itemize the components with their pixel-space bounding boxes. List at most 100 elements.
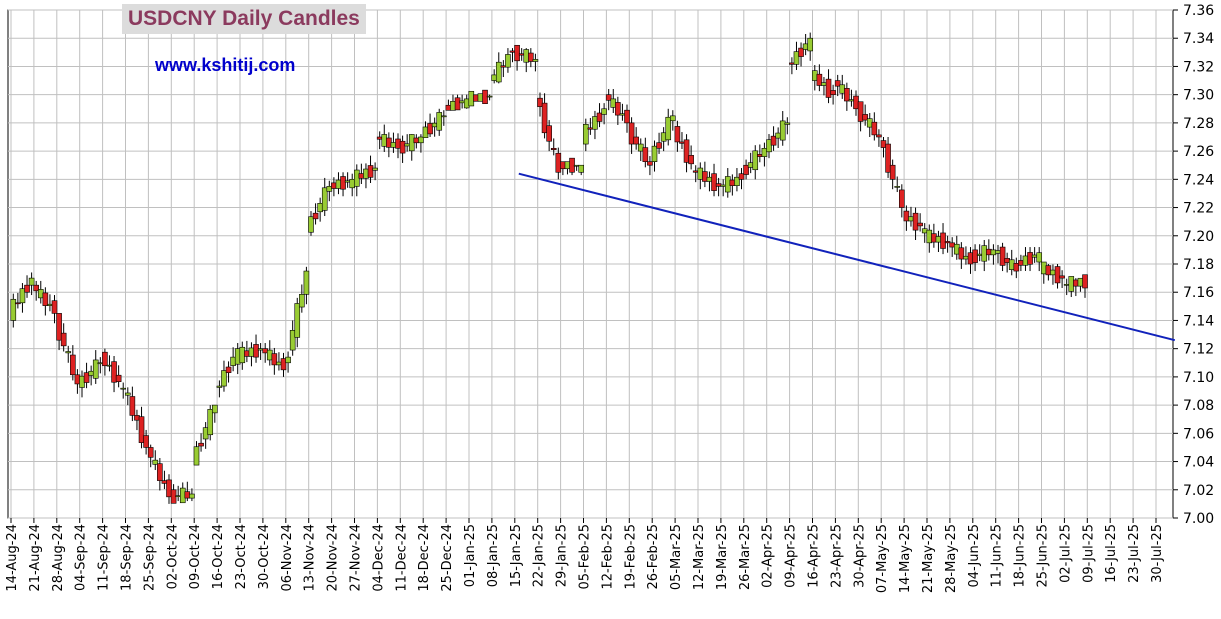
candle-body xyxy=(477,93,484,102)
x-tick-label: 04-Jun-25 xyxy=(967,524,982,588)
candle-body xyxy=(161,480,168,484)
candle-body xyxy=(212,404,218,414)
candle-body xyxy=(381,134,388,147)
candle-body xyxy=(83,372,90,383)
candle-body xyxy=(70,354,76,376)
y-tick-label: 7.24 xyxy=(1183,172,1214,188)
candle-body xyxy=(720,184,726,187)
candle-body xyxy=(871,121,878,136)
candle-body xyxy=(166,479,172,498)
candle-body xyxy=(660,132,667,142)
candle-body xyxy=(825,78,832,98)
candle-body xyxy=(395,138,401,149)
candle-body xyxy=(624,109,630,124)
candle-body xyxy=(587,127,594,130)
candle-body xyxy=(230,356,236,366)
y-tick-label: 7.00 xyxy=(1183,511,1214,527)
candle-body xyxy=(986,248,992,256)
candle-body xyxy=(1082,274,1088,289)
candle-body xyxy=(1008,259,1015,270)
candle-body xyxy=(592,116,598,130)
candle-body xyxy=(500,65,507,68)
x-tick-label: 26-Mar-25 xyxy=(738,524,753,590)
x-tick-label: 09-Apr-25 xyxy=(784,524,799,588)
candle-body xyxy=(1013,262,1020,272)
candle-body xyxy=(1068,276,1075,292)
x-tick-label: 28-May-25 xyxy=(944,524,959,593)
x-tick-label: 15-Jan-25 xyxy=(509,524,524,587)
candle-body xyxy=(134,415,140,421)
candle-body xyxy=(940,232,946,249)
y-tick-label: 7.18 xyxy=(1183,257,1214,273)
candle-body xyxy=(495,61,502,83)
x-tick-label: 01-Jan-25 xyxy=(463,524,478,587)
y-tick-label: 7.06 xyxy=(1183,426,1214,442)
candle-body xyxy=(1040,261,1047,275)
candle-body xyxy=(106,364,113,367)
candle-body xyxy=(189,493,195,499)
candle-body xyxy=(738,173,745,180)
x-tick-label: 22-Jan-25 xyxy=(532,524,547,587)
candle-body xyxy=(280,358,287,371)
x-tick-label: 16-Apr-25 xyxy=(807,524,822,588)
candle-body xyxy=(1077,277,1084,287)
candle-body xyxy=(573,164,580,167)
y-tick-label: 7.10 xyxy=(1183,370,1214,386)
candle-body xyxy=(326,186,333,192)
candle-body xyxy=(821,82,827,86)
candle-body xyxy=(798,47,804,57)
candle-body xyxy=(459,100,465,104)
candle-body xyxy=(931,233,937,243)
x-tick-label: 19-Feb-25 xyxy=(623,524,638,589)
candle-body xyxy=(253,344,259,358)
x-tick-label: 28-Aug-24 xyxy=(51,524,66,592)
x-tick-label: 05-Feb-25 xyxy=(578,524,593,589)
trendline-line xyxy=(518,172,1176,342)
candle-body xyxy=(239,346,246,364)
candle-body xyxy=(674,126,681,143)
candle-body xyxy=(834,80,841,87)
x-tick-label: 11-Jun-25 xyxy=(990,524,1005,588)
candle-body xyxy=(880,140,887,148)
candle-body xyxy=(793,51,800,65)
candle-body xyxy=(427,123,433,135)
candle-body xyxy=(15,302,21,305)
candle-body xyxy=(807,37,814,52)
candle-body xyxy=(266,349,273,361)
candle-body xyxy=(198,442,204,447)
candle-body xyxy=(1054,266,1061,284)
candle-body xyxy=(917,222,923,227)
candle-body xyxy=(331,182,337,189)
candle-body xyxy=(532,59,539,62)
candle-body xyxy=(995,250,1001,254)
x-tick-label: 25-Sep-24 xyxy=(142,524,157,591)
candle-body xyxy=(679,141,685,144)
x-tick-label: 02-Apr-25 xyxy=(761,524,776,588)
candle-body xyxy=(953,243,960,255)
candle-body xyxy=(770,135,777,146)
x-tick-label: 06-Nov-24 xyxy=(280,524,295,592)
y-tick-label: 7.14 xyxy=(1183,313,1214,329)
candle-body xyxy=(491,74,497,81)
candle-body xyxy=(422,126,429,139)
candle-body xyxy=(271,353,278,366)
candle-body xyxy=(1027,252,1033,265)
candle-body xyxy=(711,173,717,191)
candle-body xyxy=(60,332,67,347)
candle-body xyxy=(1045,265,1052,276)
candle-body xyxy=(683,139,690,163)
candle-body xyxy=(656,142,662,149)
candle-body xyxy=(766,139,772,153)
x-tick-label: 27-Nov-24 xyxy=(349,524,364,592)
candle-body xyxy=(862,114,868,121)
candle-body xyxy=(706,176,713,182)
y-tick-label: 7.12 xyxy=(1183,342,1214,358)
candle-body xyxy=(170,489,177,504)
candle-body xyxy=(111,361,117,383)
candle-body xyxy=(152,459,159,465)
candle-body xyxy=(972,249,978,263)
candle-body xyxy=(1018,260,1024,266)
candle-body xyxy=(312,212,319,220)
candle-body xyxy=(578,164,585,173)
candle-body xyxy=(550,147,557,151)
